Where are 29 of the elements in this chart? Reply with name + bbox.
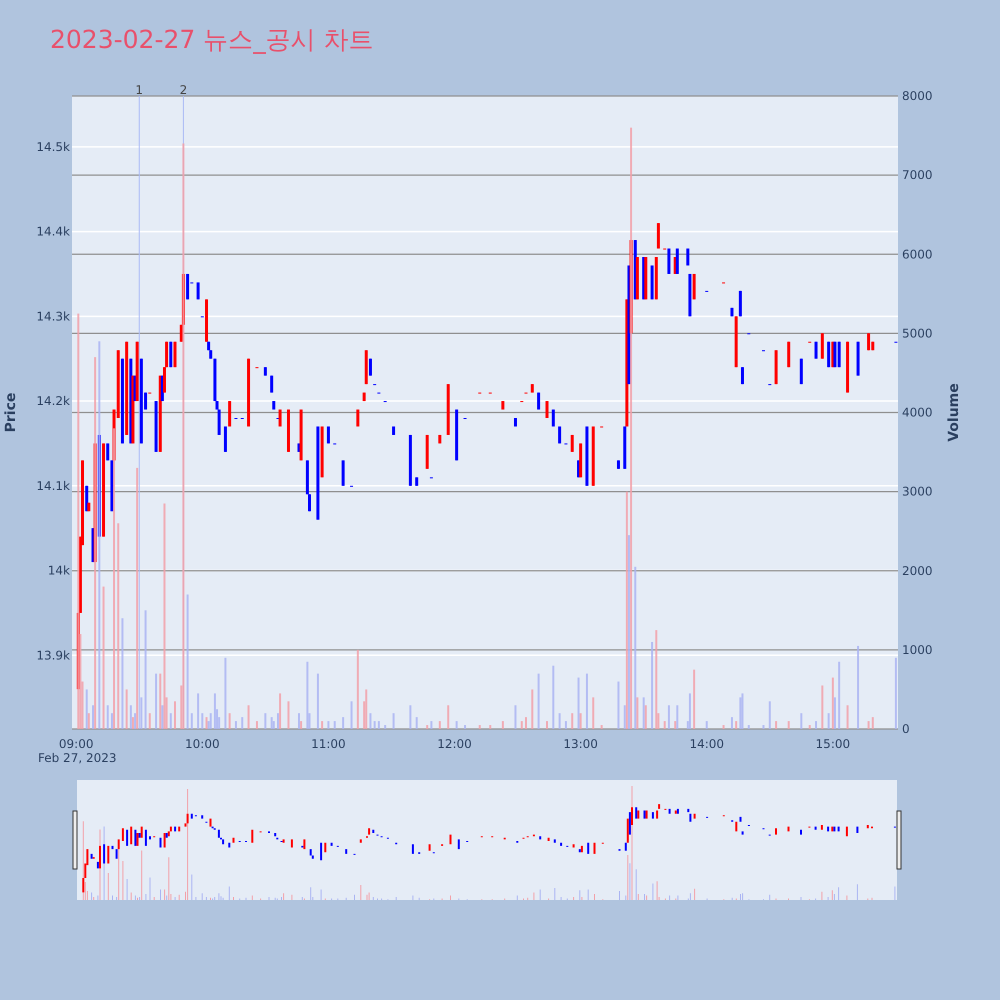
y-tick-label: 14.3k	[36, 309, 70, 324]
y-tick-label: 14.1k	[36, 478, 70, 493]
y2-tick-label: 0	[902, 722, 910, 736]
y-tick-label: 14.2k	[36, 394, 70, 408]
x-tick-label: 15:00	[816, 737, 850, 751]
x-tick-label: 11:00	[311, 737, 346, 751]
y2-tick-label: 2000	[902, 564, 933, 578]
y-axis-title: Price	[3, 392, 19, 432]
y2-axis-title: Volume	[946, 383, 962, 442]
y2-tick-label: 6000	[902, 247, 933, 262]
y2-tick-label: 7000	[902, 168, 933, 182]
ref-line-label: 2	[180, 83, 188, 97]
y-tick-label: 14.5k	[36, 140, 70, 154]
y2-tick-label: 5000	[902, 326, 933, 340]
y2-tick-label: 3000	[902, 484, 933, 499]
x-tick-label: 12:00	[437, 737, 472, 751]
y-tick-label: 14.4k	[36, 224, 70, 239]
ref-line-label: 1	[135, 83, 144, 97]
y2-tick-label: 4000	[902, 406, 933, 420]
x-tick-label: 14:00	[689, 737, 724, 751]
x-tick-label: 10:00	[185, 737, 220, 751]
chart-title: 2023-02-27 뉴스_공시 차트	[50, 25, 374, 54]
x-tick-label: 13:00	[563, 737, 598, 751]
y2-tick-label: 8000	[902, 89, 933, 103]
x-tick-label: 09:00	[58, 737, 94, 751]
y-tick-label: 13.9k	[36, 648, 70, 662]
text: Feb 27, 2023	[38, 751, 116, 765]
y-tick-label: 14k	[48, 564, 70, 578]
y2-tick-label: 1000	[902, 642, 933, 657]
